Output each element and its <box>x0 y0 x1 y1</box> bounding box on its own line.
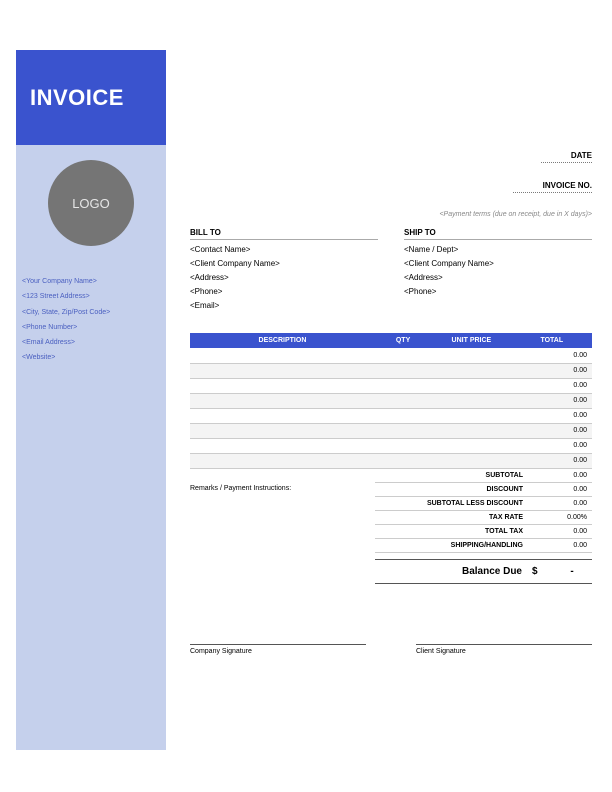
bill-to-title: BILL TO <box>190 228 378 240</box>
bill-to-client: <Client Company Name> <box>190 259 378 268</box>
row-total: 0.00 <box>512 348 592 363</box>
subtotal-label: SUBTOTAL <box>375 469 529 482</box>
invoice-meta: DATE INVOICE NO. <box>190 145 592 193</box>
tax-rate-value: 0.00% <box>529 511 592 524</box>
shipping-label: SHIPPING/HANDLING <box>375 539 529 552</box>
company-email: <Email Address> <box>22 336 110 349</box>
table-row: 0.00 <box>190 408 592 423</box>
ship-to-address: <Address> <box>404 273 592 282</box>
row-total: 0.00 <box>512 438 592 453</box>
th-description: DESCRIPTION <box>190 333 375 348</box>
row-total: 0.00 <box>512 453 592 468</box>
bill-to-address: <Address> <box>190 273 378 282</box>
less-label: SUBTOTAL LESS DISCOUNT <box>375 497 529 510</box>
bill-to-phone: <Phone> <box>190 287 378 296</box>
th-qty: QTY <box>375 333 431 348</box>
company-website: <Website> <box>22 351 110 364</box>
company-signature-block: Company Signature <box>190 644 366 655</box>
table-row: 0.00 <box>190 438 592 453</box>
company-address: <123 Street Address> <box>22 290 110 303</box>
ship-to-title: SHIP TO <box>404 228 592 240</box>
remarks-label: Remarks / Payment Instructions: <box>190 469 375 584</box>
ship-to-block: SHIP TO <Name / Dept> <Client Company Na… <box>404 228 592 315</box>
discount-value: 0.00 <box>529 483 592 496</box>
bill-to-contact: <Contact Name> <box>190 245 378 254</box>
invoice-title: INVOICE <box>30 85 124 111</box>
totals-container: Remarks / Payment Instructions: SUBTOTAL… <box>190 469 592 584</box>
main-content: DATE INVOICE NO. <Payment terms (due on … <box>190 50 592 655</box>
less-value: 0.00 <box>529 497 592 510</box>
th-total: TOTAL <box>512 333 592 348</box>
table-row: 0.00 <box>190 453 592 468</box>
row-total: 0.00 <box>512 363 592 378</box>
table-row: 0.00 <box>190 348 592 363</box>
invoice-no-label: INVOICE NO. <box>513 181 592 193</box>
table-row: 0.00 <box>190 393 592 408</box>
company-signature-label: Company Signature <box>190 644 366 655</box>
total-tax-value: 0.00 <box>529 525 592 538</box>
table-row: 0.00 <box>190 423 592 438</box>
row-total: 0.00 <box>512 408 592 423</box>
client-signature-label: Client Signature <box>416 644 592 655</box>
company-info: <Your Company Name> <123 Street Address>… <box>22 275 110 367</box>
date-label: DATE <box>541 151 592 163</box>
totals: SUBTOTAL0.00 DISCOUNT0.00 SUBTOTAL LESS … <box>375 469 592 584</box>
bill-to-email: <Email> <box>190 301 378 310</box>
logo-placeholder: LOGO <box>48 160 134 246</box>
discount-label: DISCOUNT <box>375 483 529 496</box>
addresses: BILL TO <Contact Name> <Client Company N… <box>190 228 592 315</box>
payment-terms: <Payment terms (due on receipt, due in X… <box>190 211 592 218</box>
balance-row: Balance Due $ - <box>375 559 592 584</box>
signatures: Company Signature Client Signature <box>190 644 592 655</box>
row-total: 0.00 <box>512 378 592 393</box>
th-unit-price: UNIT PRICE <box>431 333 511 348</box>
sidebar <box>16 50 166 750</box>
logo-text: LOGO <box>72 196 110 211</box>
balance-value: - <box>552 566 592 577</box>
table-row: 0.00 <box>190 378 592 393</box>
company-city: <City, State, Zip/Post Code> <box>22 306 110 319</box>
balance-currency: $ <box>532 566 552 577</box>
company-name: <Your Company Name> <box>22 275 110 288</box>
balance-label: Balance Due <box>375 566 532 577</box>
client-signature-block: Client Signature <box>416 644 592 655</box>
bill-to-block: BILL TO <Contact Name> <Client Company N… <box>190 228 378 315</box>
table-row: 0.00 <box>190 363 592 378</box>
tax-rate-label: TAX RATE <box>375 511 529 524</box>
ship-to-name: <Name / Dept> <box>404 245 592 254</box>
company-phone: <Phone Number> <box>22 321 110 334</box>
ship-to-phone: <Phone> <box>404 287 592 296</box>
row-total: 0.00 <box>512 393 592 408</box>
subtotal-value: 0.00 <box>529 469 592 482</box>
ship-to-client: <Client Company Name> <box>404 259 592 268</box>
items-table: DESCRIPTION QTY UNIT PRICE TOTAL 0.00 0.… <box>190 333 592 469</box>
total-tax-label: TOTAL TAX <box>375 525 529 538</box>
invoice-header: INVOICE <box>16 50 166 145</box>
shipping-value: 0.00 <box>529 539 592 552</box>
row-total: 0.00 <box>512 423 592 438</box>
